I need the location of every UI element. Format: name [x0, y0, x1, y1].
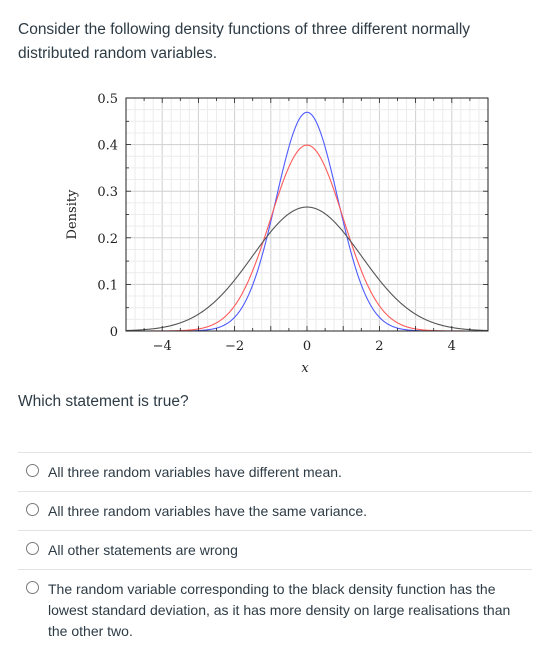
answer-options: All three random variables have differen… [18, 452, 532, 650]
radio-button[interactable] [26, 464, 39, 477]
x-tick-label: 0 [303, 339, 311, 354]
y-tick-label: 0.2 [97, 232, 118, 247]
density-chart: −4 −2 0 2 4 0 0.1 0.2 0.3 0.4 0.5 x Density [65, 92, 489, 376]
density-curve-3 [125, 206, 489, 332]
radio-button[interactable] [26, 581, 39, 594]
x-axis-label: x [301, 361, 309, 376]
density-curve-2 [126, 144, 488, 332]
y-tick-label: 0.5 [97, 92, 118, 107]
question-text: Which statement is true? [18, 393, 189, 410]
answer-option-4[interactable]: The random variable corresponding to the… [18, 569, 532, 650]
x-tick-label: 2 [375, 339, 383, 354]
answer-option-label: All three random variables have the same… [48, 503, 368, 519]
answer-option-label: The random variable corresponding to the… [48, 581, 511, 639]
radio-button[interactable] [26, 503, 39, 516]
x-tick-label: −2 [225, 339, 244, 354]
x-tick-label: −4 [153, 339, 172, 354]
chart-ticks [125, 97, 489, 332]
x-tick-label: 4 [448, 339, 456, 354]
intro-text: Consider the following density functions… [18, 21, 471, 62]
chart-labels: −4 −2 0 2 4 0 0.1 0.2 0.3 0.4 0.5 x Density [65, 92, 456, 376]
y-tick-label: 0.3 [97, 185, 118, 200]
chart-grid [125, 97, 489, 332]
answer-option-2[interactable]: All three random variables have the same… [18, 491, 532, 530]
radio-button[interactable] [26, 542, 39, 555]
answer-option-label: All other statements are wrong [48, 542, 238, 558]
answer-option-label: All three random variables have differen… [48, 464, 342, 480]
y-tick-label: 0.4 [97, 139, 118, 154]
answer-option-3[interactable]: All other statements are wrong [18, 530, 532, 569]
y-tick-label: 0 [110, 325, 118, 340]
y-axis-label: Density [65, 189, 80, 240]
answer-option-1[interactable]: All three random variables have differen… [18, 452, 532, 491]
y-tick-label: 0.1 [97, 278, 118, 293]
